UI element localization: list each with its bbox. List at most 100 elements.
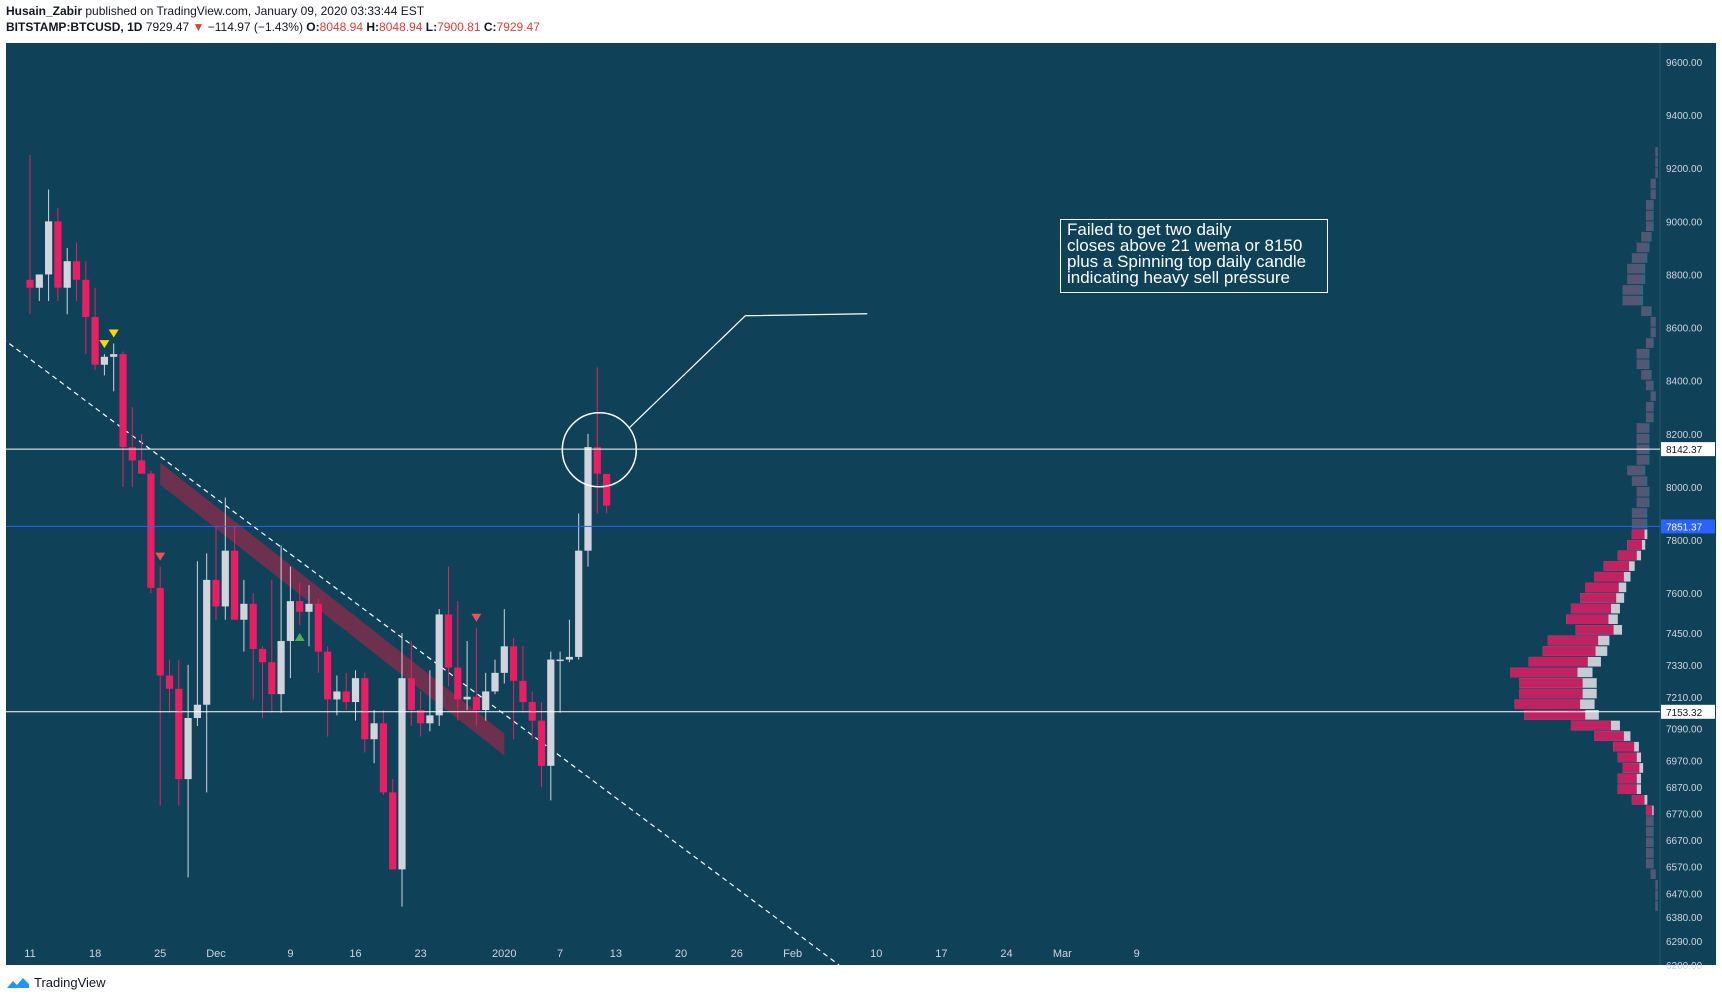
volume-profile-bar-down <box>1585 582 1619 593</box>
price-line-label-box <box>1661 519 1715 534</box>
volume-profile-bar-down <box>1636 423 1648 433</box>
candle-body <box>110 354 118 357</box>
volume-profile-bar-down <box>1547 635 1599 646</box>
symbol-label[interactable]: BITSTAMP:BTCUSD, 1D <box>6 20 143 34</box>
volume-profile-bar-down <box>1650 869 1655 880</box>
author-name[interactable]: Husain_Zabir <box>6 4 83 18</box>
candle-body <box>510 646 518 681</box>
candle-body <box>565 656 573 660</box>
price-line-label-box <box>1661 704 1715 719</box>
candles-group <box>26 154 611 907</box>
time-axis-tick-label: 26 <box>731 948 743 960</box>
volume-profile-bar-down <box>1645 412 1653 423</box>
candle-body <box>435 614 443 716</box>
candle-body <box>333 691 341 700</box>
candle-body <box>91 316 99 365</box>
candle-body <box>138 460 146 474</box>
time-axis-tick-label: 11 <box>24 948 35 960</box>
time-axis-tick-label: Dec <box>206 948 226 960</box>
chart-background <box>6 43 1660 965</box>
annotation-box[interactable]: Failed to get two daily closes above 21 … <box>1060 219 1328 293</box>
volume-profile-bar-down <box>1627 540 1642 550</box>
price-axis-tick-label: 6570.00 <box>1666 863 1703 874</box>
high-value: 8048.94 <box>379 20 423 34</box>
brand-name: TradingView <box>34 975 106 990</box>
time-axis-tick-label: 24 <box>1000 948 1012 960</box>
volume-profile-bar-down <box>1528 656 1588 667</box>
signal-arrow-down-icon <box>471 613 482 622</box>
time-axis-tick-label: Feb <box>783 948 802 960</box>
candle-body <box>426 715 434 724</box>
price-axis-tick-label: 6380.00 <box>1666 913 1703 924</box>
candle-body <box>258 648 267 663</box>
volume-profile-bar-down <box>1655 890 1658 901</box>
signal-arrow-down-icon <box>108 329 119 338</box>
candle-body <box>324 651 332 700</box>
candle-body <box>556 659 564 662</box>
price-axis-tick-label: 7600.00 <box>1666 589 1703 600</box>
open-value: 8048.94 <box>319 20 364 34</box>
price-axis-tick-label: 7450.00 <box>1666 629 1703 640</box>
price-axis[interactable]: 9600.00 9400.00 9200.00 9000.00 8800.00 8600.… <box>1661 58 1715 972</box>
volume-profile-bar-down <box>1617 752 1637 763</box>
published-text: published on TradingView.com, January 09… <box>85 4 425 18</box>
down-arrow-icon: ▼ <box>192 20 205 34</box>
annotation-line: indicating heavy sell pressure <box>1067 268 1291 287</box>
time-axis-tick-label: 9 <box>287 948 293 960</box>
candle-body <box>593 447 601 474</box>
volume-profile-bar-down <box>1655 168 1658 178</box>
price-axis-background <box>1660 43 1716 965</box>
volume-profile-bar-down <box>1645 848 1653 858</box>
volume-profile-bar-down <box>1655 146 1658 157</box>
volume-profile-bar-down <box>1641 231 1650 242</box>
candle-body <box>175 688 183 780</box>
candle-body <box>221 550 229 607</box>
candle-body <box>45 221 53 275</box>
price-change: −114.97 (−1.43%) <box>207 20 303 34</box>
time-axis-tick-label: 2020 <box>492 948 516 960</box>
time-axis[interactable]: 11 18 25 Dec 9 16 23 2020 7 13 20 26 Feb 10 17 24 Mar 9 <box>24 948 1139 960</box>
volume-profile-bar-down <box>1510 667 1578 678</box>
volume-profile-bar-down <box>1655 901 1658 911</box>
candle-body <box>54 221 62 288</box>
volume-profile-bar-down <box>1542 646 1596 656</box>
candle-body <box>100 356 108 365</box>
price-axis-tick-label: 6770.00 <box>1666 810 1703 821</box>
candle-body <box>156 587 164 676</box>
candle-body <box>147 473 155 588</box>
volume-profile-bar-down <box>1617 773 1637 784</box>
price-line-label: 7153.32 <box>1666 708 1703 719</box>
price-axis-tick-label: 6200.00 <box>1666 961 1703 972</box>
candle-body <box>314 603 322 652</box>
volume-profile-bar-down <box>1617 784 1637 795</box>
high-label: H: <box>366 20 380 34</box>
candle-body <box>444 614 453 668</box>
price-axis-tick-label: 8000.00 <box>1666 483 1703 494</box>
candle-body <box>361 678 369 740</box>
price-axis-tick-label: 6290.00 <box>1666 937 1703 948</box>
time-axis-tick-label: 13 <box>610 948 622 960</box>
volume-profile-bar-down <box>1645 837 1653 848</box>
candle-body <box>603 473 611 506</box>
callout-group <box>561 313 868 488</box>
callout-circle <box>561 412 638 488</box>
candle-body <box>519 680 527 703</box>
price-axis-tick-label: 9600.00 <box>1666 58 1703 69</box>
volume-profile-bar-down <box>1655 157 1658 168</box>
price-axis-tick-label: 9400.00 <box>1666 111 1703 122</box>
candle-body <box>389 792 397 870</box>
low-value: 7900.81 <box>437 20 481 34</box>
volume-profile-bar-down <box>1622 285 1640 295</box>
candle-body <box>584 447 592 551</box>
candle-body <box>454 667 462 700</box>
price-axis-tick-label: 9000.00 <box>1666 217 1703 228</box>
volume-profile-bar-down <box>1636 433 1648 444</box>
volume-profile-bar-down <box>1622 763 1640 773</box>
footer-brand[interactable]: TradingView <box>6 975 106 990</box>
volume-profile-bar-down <box>1575 625 1614 635</box>
candle-body <box>82 279 90 317</box>
candle-body <box>268 662 276 695</box>
volume-profile-bar-down <box>1514 699 1581 710</box>
candle-body <box>342 691 350 703</box>
